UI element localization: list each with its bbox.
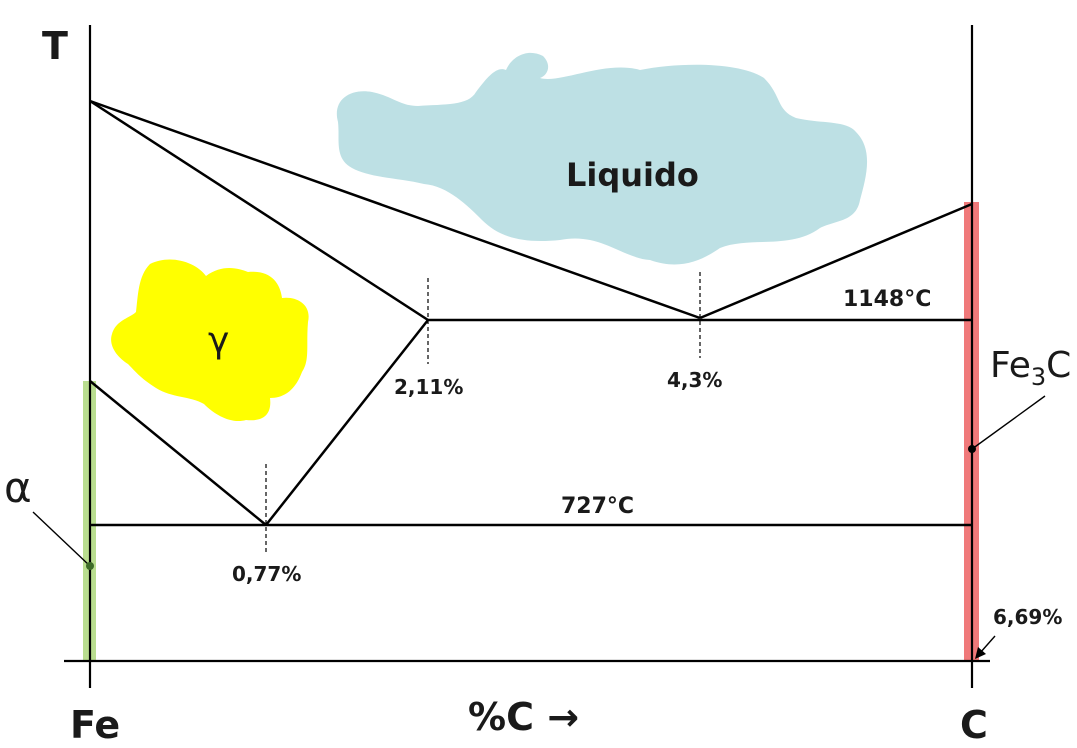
arrowhead-icon: [975, 647, 986, 659]
y-axis-label: T: [42, 24, 68, 68]
cementite-pointer-dot: [968, 445, 976, 453]
eutectic-temp-label: 1148°C: [843, 287, 931, 312]
composition-label-43: 4,3%: [667, 368, 722, 392]
composition-label-669: 6,69%: [993, 605, 1062, 629]
liquidus-line: [89, 99, 701, 320]
a3-line: [89, 380, 267, 526]
gamma-region: [111, 259, 309, 422]
x-right-label: C: [960, 703, 988, 747]
cementite-composition-arrow: [979, 635, 996, 654]
cementite-pointer: [971, 395, 1046, 450]
liquid-label: Liquido: [566, 156, 699, 194]
cementite-label: Fe3C: [990, 345, 1071, 391]
x-axis-label: %C →: [468, 695, 579, 739]
alpha-label: α: [4, 463, 32, 512]
gamma-label: γ: [208, 320, 229, 361]
solidus-line: [89, 99, 429, 322]
composition-label-077: 0,77%: [232, 562, 301, 586]
liquid-region: [336, 52, 868, 265]
acm-line: [265, 319, 429, 526]
composition-label-211: 2,11%: [394, 375, 463, 399]
alpha-pointer-dot: [86, 562, 94, 570]
eutectoid-temp-label: 727°C: [561, 494, 634, 519]
alpha-pointer: [32, 511, 91, 567]
x-left-label: Fe: [70, 703, 120, 747]
cementite-liquidus-line: [699, 202, 973, 320]
